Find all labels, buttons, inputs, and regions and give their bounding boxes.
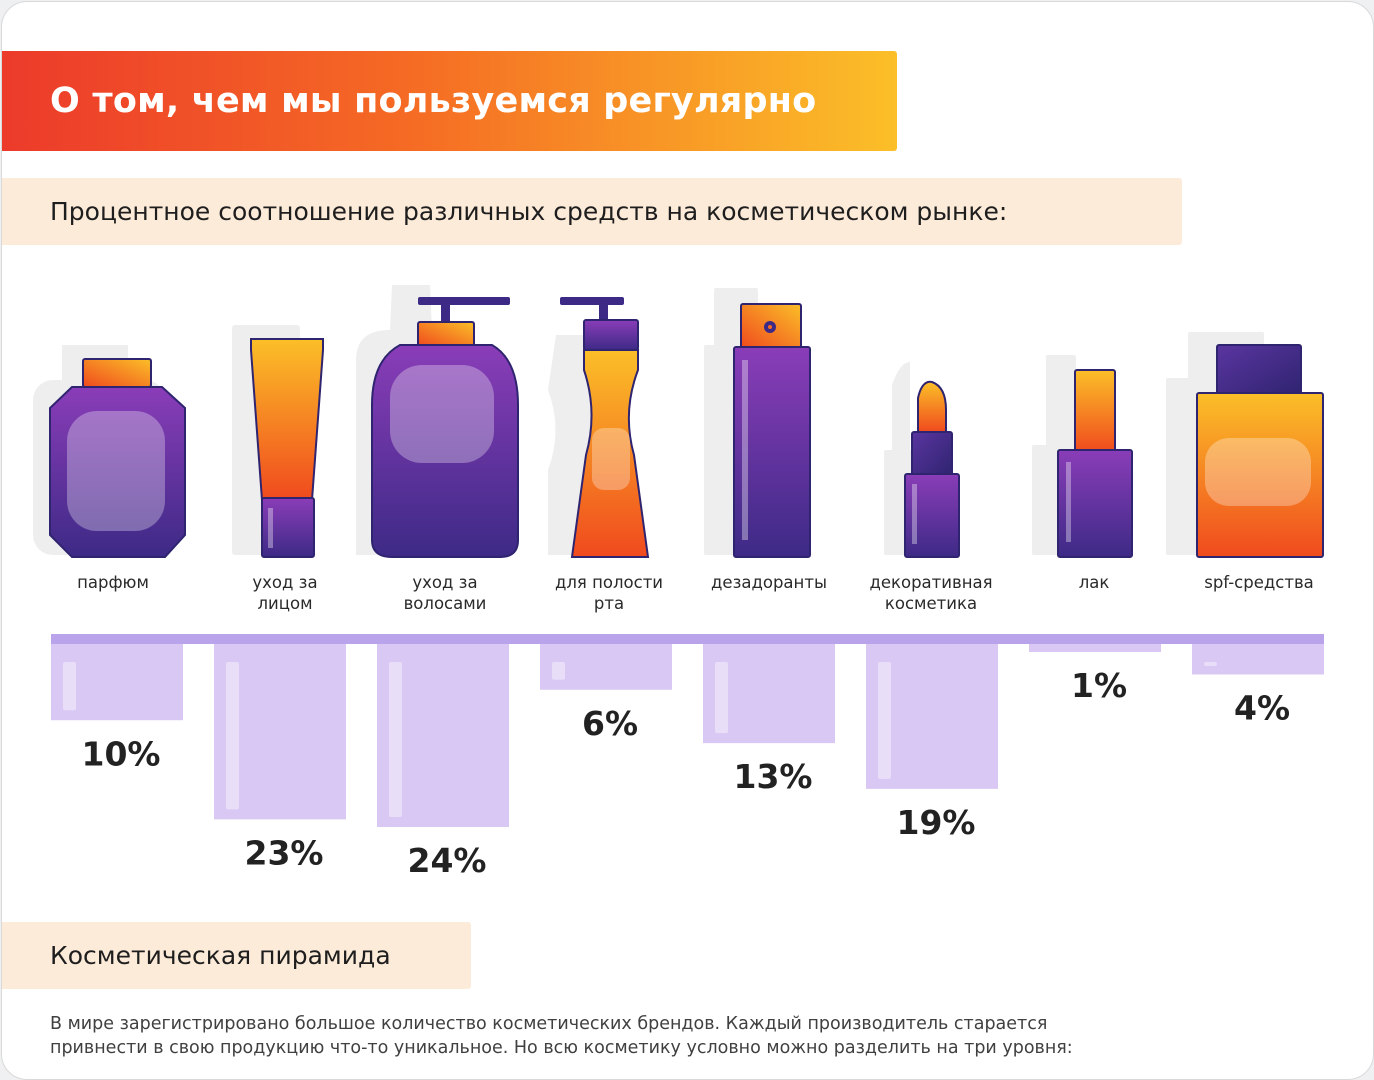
value-label: 19% (897, 803, 976, 842)
value-label: 4% (1234, 689, 1290, 728)
category-label: уход за лицом (252, 573, 317, 613)
category-label: spf-средства (1204, 573, 1314, 592)
section-title-box (2, 922, 471, 989)
value-label: 13% (734, 757, 813, 796)
category-label: для полости рта (555, 573, 663, 613)
subtitle-box (2, 178, 1182, 245)
category-label-line: парфюм (77, 573, 149, 592)
section-title: Косметическая пирамида (50, 941, 391, 970)
category-label-line: декоративная (869, 573, 992, 592)
bar-highlight (715, 662, 728, 734)
category-label-line: spf-средства (1204, 573, 1314, 592)
category-label: декоративная косметика (869, 573, 992, 613)
bar-highlight (226, 662, 239, 810)
bar-highlight (878, 662, 891, 779)
chart-baseline (51, 634, 1324, 644)
value-label: 24% (408, 841, 487, 880)
bar-1 (51, 644, 183, 721)
value-label: 6% (582, 704, 638, 743)
body-line-1: В мире зарегистрировано большое количест… (50, 1014, 1048, 1034)
sunscreen-bottle-icon (1166, 332, 1324, 558)
category-label-line: для полости (555, 573, 663, 592)
face-cream-tube-icon (232, 325, 324, 558)
bar-highlight (1204, 662, 1217, 666)
value-label: 23% (245, 833, 324, 872)
category-label: парфюм (77, 573, 149, 592)
nail-polish-icon (1032, 355, 1133, 558)
category-label-line: дезадоранты (711, 573, 827, 592)
category-label-line: волосами (404, 594, 487, 613)
value-label: 10% (82, 734, 161, 773)
body-line-2: привнести в свою продукцию что-то уникал… (50, 1038, 1073, 1058)
perfume-bottle-icon (33, 345, 186, 558)
section-body-text: В мире зарегистрировано большое количест… (50, 1012, 1350, 1060)
category-label: дезадоранты (711, 573, 827, 592)
chart-subtitle: Процентное соотношение различных средств… (50, 197, 1008, 226)
category-label-line: уход за (412, 573, 477, 592)
lipstick-icon (884, 362, 960, 558)
category-label-line: лицом (257, 594, 312, 613)
bar-highlight (63, 662, 76, 711)
bar-5 (703, 644, 835, 744)
bar-highlight (389, 662, 402, 817)
bar-highlight (552, 662, 565, 680)
bar-2 (214, 644, 346, 820)
title-banner (2, 51, 897, 151)
bar-4 (540, 644, 672, 690)
category-label-line: косметика (885, 594, 977, 613)
category-label-line: лак (1079, 573, 1110, 592)
mouthwash-bottle-icon (548, 297, 650, 558)
category-label-line: уход за (252, 573, 317, 592)
page-title: О том, чем мы пользуемся регулярно (50, 81, 817, 121)
category-label: уход за волосами (404, 573, 487, 613)
value-label: 1% (1071, 666, 1127, 705)
bar-7 (1029, 644, 1161, 652)
category-label: лак (1079, 573, 1110, 592)
shampoo-bottle-icon (356, 285, 519, 558)
bar-8 (1192, 644, 1324, 675)
bar-3 (377, 644, 509, 827)
bar-6 (866, 644, 998, 789)
category-label-line: рта (594, 594, 624, 613)
product-icons (33, 285, 1324, 558)
deodorant-spray-icon (704, 288, 811, 558)
